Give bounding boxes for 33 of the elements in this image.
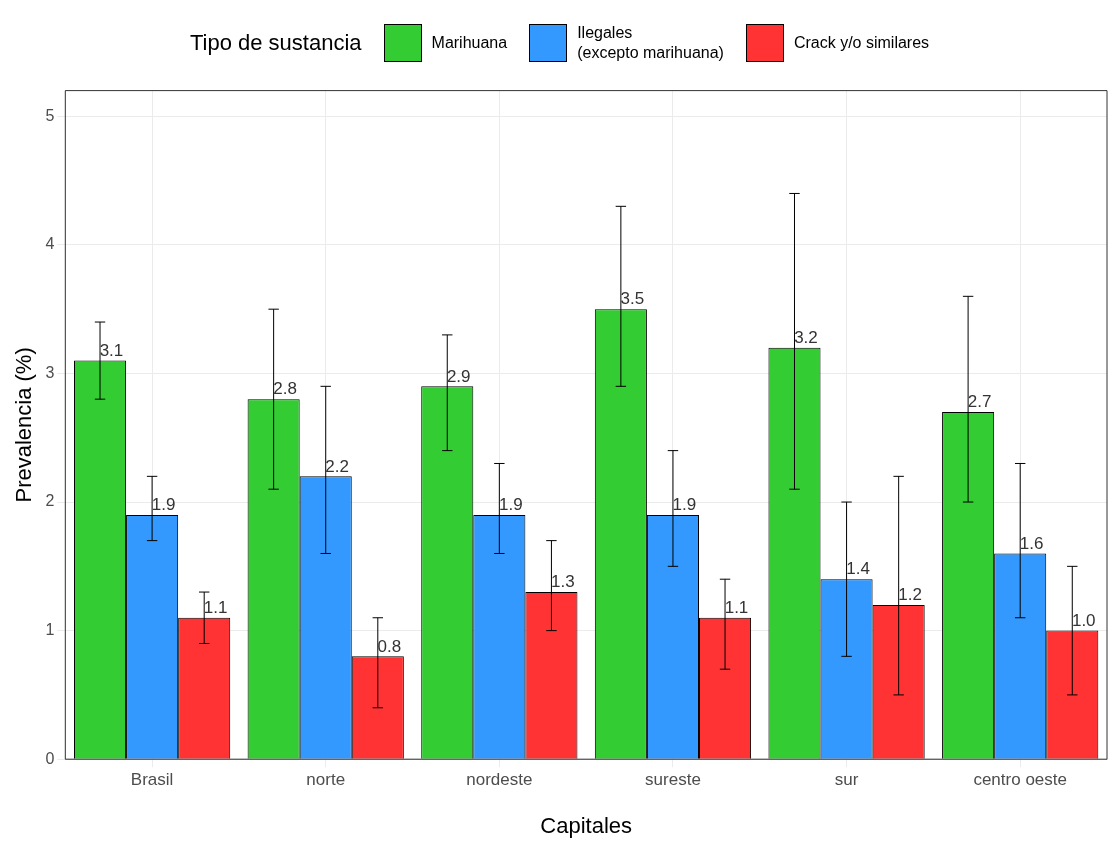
- y-tick-label: 1: [45, 621, 55, 639]
- data-label: 1.6: [1019, 533, 1044, 553]
- y-tick-label: 0: [45, 749, 55, 767]
- x-tick-label: centro oeste: [973, 770, 1067, 790]
- x-tick-label: sureste: [645, 770, 701, 790]
- y-tick-label: 3: [45, 363, 55, 381]
- x-tick-label: nordeste: [466, 770, 533, 790]
- data-label: 0.8: [377, 636, 402, 656]
- legend-label: Ilegales (excepto marihuana): [577, 23, 724, 63]
- data-label: 3.2: [794, 327, 818, 347]
- data-label: 2.2: [325, 456, 349, 476]
- x-tick-label: norte: [306, 770, 346, 790]
- x-tick-label: sur: [834, 770, 859, 790]
- legend-label: Marihuana: [431, 33, 508, 53]
- data-label: 1.9: [498, 495, 523, 515]
- x-axis-title: Capitales: [540, 812, 633, 838]
- y-tick-label: 4: [45, 235, 55, 253]
- y-tick-label: 5: [45, 106, 55, 124]
- data-label: 1.3: [551, 572, 575, 592]
- x-tick-label: Brasil: [130, 770, 174, 790]
- data-label: 1.1: [724, 597, 749, 617]
- data-label: 2.8: [273, 379, 297, 399]
- data-label: 1.9: [151, 495, 176, 515]
- data-label: 1.0: [1071, 610, 1096, 630]
- data-label: 1.1: [203, 597, 228, 617]
- data-label: 3.5: [620, 289, 645, 309]
- y-tick-label: 2: [45, 492, 55, 510]
- data-label: 1.4: [846, 559, 870, 579]
- data-label: 2.9: [446, 366, 471, 386]
- legend-label: Crack y/o similares: [793, 33, 930, 53]
- y-axis-title: Prevalencia (%): [11, 347, 37, 503]
- legend-title: Tipo de sustancia: [189, 30, 362, 56]
- data-label: 1.2: [898, 585, 922, 605]
